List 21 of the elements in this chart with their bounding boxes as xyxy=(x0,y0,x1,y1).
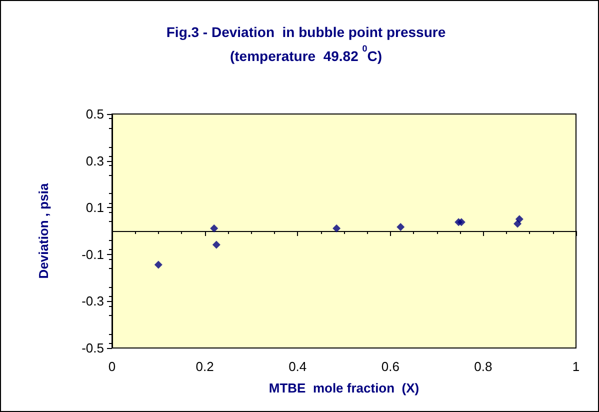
point xyxy=(396,223,405,232)
y-tick-label: -0.3 xyxy=(82,294,104,309)
x-tick-label: 0 xyxy=(108,359,116,374)
y-tick-label: 0.1 xyxy=(86,200,104,216)
y-tick-label: 0.3 xyxy=(86,153,104,168)
point xyxy=(332,224,341,232)
point xyxy=(154,260,162,269)
point xyxy=(457,218,466,226)
y-tick-label: -0.5 xyxy=(82,340,104,356)
y-axis-title: Deviation , psia xyxy=(36,182,51,279)
x-tick-label: 0.2 xyxy=(196,359,214,374)
x-tick-label: 1 xyxy=(572,359,580,374)
point xyxy=(212,240,220,249)
x-tick-label: 0.6 xyxy=(381,359,400,374)
x-axis-title: MTBE mole fraction (X) xyxy=(268,380,420,396)
point xyxy=(210,224,218,232)
point xyxy=(515,215,524,224)
x-tick-label: 0.8 xyxy=(474,359,492,374)
y-tick-label: 0.5 xyxy=(86,106,104,122)
x-tick-label: 0.4 xyxy=(288,359,307,374)
y-tick-label: -0.1 xyxy=(82,246,104,262)
